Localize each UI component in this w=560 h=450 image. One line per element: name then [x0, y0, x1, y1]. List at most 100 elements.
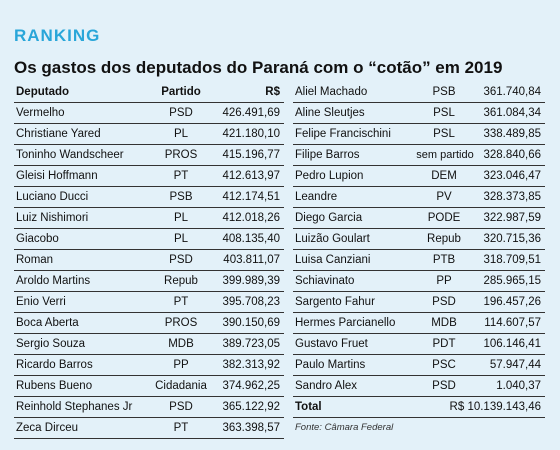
total-label: Total	[295, 401, 322, 413]
expense-value: 365.122,92	[222, 401, 280, 413]
party-code: PP	[173, 359, 189, 371]
party-code: PL	[173, 128, 189, 140]
expense-value: 285.965,15	[483, 275, 541, 287]
deputy-name: Luisa Canziani	[295, 254, 371, 266]
deputy-name: Aliel Machado	[295, 86, 368, 98]
party-code: PT	[173, 170, 189, 182]
expense-value: 338.489,85	[483, 128, 541, 140]
expense-value: 426.491,69	[222, 107, 280, 119]
table-row: Felipe Francischini PSL 338.489,85	[293, 124, 545, 145]
table-row: Reinhold Stephanes Jr PSD 365.122,92	[14, 397, 284, 418]
table-row: Ricardo Barros PP 382.313,92	[14, 355, 284, 376]
party-code: sem partido	[416, 149, 474, 161]
party-code: Repub	[427, 233, 461, 245]
table-row: Sergio Souza MDB 389.723,05	[14, 334, 284, 355]
expense-value: 318.709,51	[483, 254, 541, 266]
expense-value: 361.084,34	[483, 107, 541, 119]
deputy-name: Aroldo Martins	[16, 275, 91, 287]
deputy-name: Roman	[16, 254, 54, 266]
expense-value: 374.962,25	[222, 380, 280, 392]
deputy-name: Sandro Alex	[295, 380, 358, 392]
party-code: MDB	[431, 317, 457, 329]
table-row: Sargento Fahur PSD 196.457,26	[293, 292, 545, 313]
party-code: PSD	[432, 380, 456, 392]
deputy-name: Enio Verri	[16, 296, 66, 308]
deputy-name: Schiavinato	[295, 275, 355, 287]
expense-value: 1.040,37	[496, 380, 541, 392]
table-row: Sandro Alex PSD 1.040,37	[293, 376, 545, 397]
party-code: PROS	[164, 317, 198, 329]
table-row: Boca Aberta PROS 390.150,69	[14, 313, 284, 334]
party-code: PROS	[164, 149, 198, 161]
table-row: Giacobo PL 408.135,40	[14, 229, 284, 250]
expense-value: 328.373,85	[483, 191, 541, 203]
expense-value: 361.740,84	[483, 86, 541, 98]
deputy-name: Ricardo Barros	[16, 359, 93, 371]
table-row: Luizão Goulart Repub 320.715,36	[293, 229, 545, 250]
expense-value: 421.180,10	[222, 128, 280, 140]
deputy-name: Pedro Lupion	[295, 170, 364, 182]
table-row: Schiavinato PP 285.965,15	[293, 271, 545, 292]
table-row: Enio Verri PT 395.708,23	[14, 292, 284, 313]
deputy-name: Diego Garcia	[295, 212, 363, 224]
table-row: Hermes Parcianello MDB 114.607,57	[293, 313, 545, 334]
total-value: R$ 10.139.143,46	[449, 401, 541, 413]
table-header: Deputado Partido R$	[14, 82, 284, 103]
party-code: PSB	[432, 86, 456, 98]
header-partido: Partido	[161, 86, 201, 98]
party-code: PSD	[169, 401, 193, 413]
table-row: Toninho Wandscheer PROS 415.196,77	[14, 145, 284, 166]
party-code: PSC	[432, 359, 456, 371]
deputy-name: Luizão Goulart	[295, 233, 370, 245]
party-code: PL	[173, 233, 189, 245]
deputy-name: Rubens Bueno	[16, 380, 93, 392]
party-code: PT	[173, 422, 189, 434]
right-table: Aliel Machado PSB 361.740,84 Aline Sleutjes…	[293, 82, 545, 438]
deputy-name: Felipe Francischini	[295, 128, 391, 140]
deputy-name: Christiane Yared	[16, 128, 101, 140]
deputy-name: Gleisi Hoffmann	[16, 170, 98, 182]
expense-value: 382.313,92	[222, 359, 280, 371]
deputy-name: Boca Aberta	[16, 317, 79, 329]
deputy-name: Filipe Barros	[295, 149, 360, 161]
party-code: PP	[436, 275, 452, 287]
expense-value: 415.196,77	[222, 149, 280, 161]
party-code: MDB	[168, 338, 194, 350]
expense-value: 403.811,07	[223, 254, 280, 266]
deputy-name: Zeca Dirceu	[16, 422, 78, 434]
deputy-name: Luiz Nishimori	[16, 212, 89, 224]
deputy-name: Leandre	[295, 191, 338, 203]
deputy-name: Reinhold Stephanes Jr	[16, 401, 133, 413]
expense-value: 57.947,44	[489, 359, 541, 371]
deputy-name: Gustavo Fruet	[295, 338, 368, 350]
party-code: PSL	[433, 128, 455, 140]
party-code: PV	[436, 191, 452, 203]
table-row: Gleisi Hoffmann PT 412.613,97	[14, 166, 284, 187]
expense-value: 399.989,39	[222, 275, 280, 287]
expense-value: 412.018,26	[222, 212, 280, 224]
expense-value: 322.987,59	[483, 212, 541, 224]
total-row: Total R$ 10.139.143,46	[293, 397, 545, 418]
table-row: Diego Garcia PODE 322.987,59	[293, 208, 545, 229]
table-row: Vermelho PSD 426.491,69	[14, 103, 284, 124]
deputy-name: Vermelho	[16, 107, 65, 119]
party-code: PSD	[169, 107, 193, 119]
deputy-name: Paulo Martins	[295, 359, 366, 371]
expense-value: 363.398,57	[222, 422, 280, 434]
party-code: PT	[173, 296, 189, 308]
expense-value: 408.135,40	[222, 233, 280, 245]
table-row: Paulo Martins PSC 57.947,44	[293, 355, 545, 376]
expense-value: 114.607,57	[484, 317, 541, 329]
table-row: Filipe Barros sem partido 328.840,66	[293, 145, 545, 166]
expense-value: 412.613,97	[222, 170, 280, 182]
header-valor: R$	[265, 86, 280, 98]
expense-value: 395.708,23	[222, 296, 280, 308]
source-note: Fonte: Câmara Federal	[295, 422, 394, 433]
expense-value: 323.046,47	[483, 170, 541, 182]
table-row: Pedro Lupion DEM 323.046,47	[293, 166, 545, 187]
table-row: Zeca Dirceu PT 363.398,57	[14, 418, 284, 439]
table-row: Christiane Yared PL 421.180,10	[14, 124, 284, 145]
deputy-name: Sergio Souza	[16, 338, 86, 350]
table-row: Aliel Machado PSB 361.740,84	[293, 82, 545, 103]
